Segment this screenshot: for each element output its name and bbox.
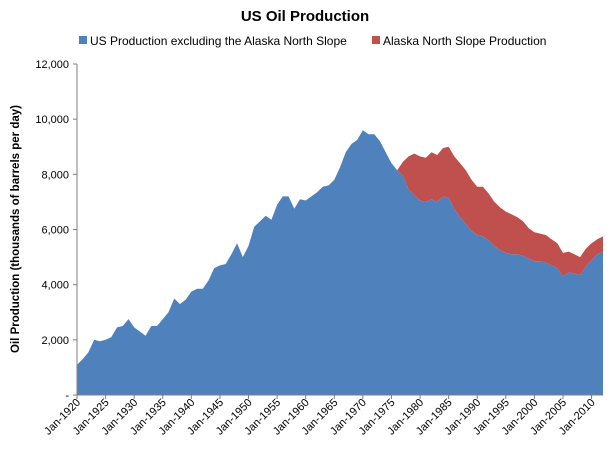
legend-label-alaska-north-slope: Alaska North Slope Production <box>383 34 546 48</box>
y-tick-label: 10,000 <box>35 114 69 126</box>
y-tick-label: 4,000 <box>41 280 69 292</box>
y-axis-title: Oil Production (thousands of barrels per… <box>10 105 22 353</box>
x-ticks: Jan-1920Jan-1925Jan-1930Jan-1935Jan-1940… <box>42 395 598 438</box>
plot-area: - 2,000 4,000 6,000 8,000 10,000 12,000 Jan-19… <box>35 59 603 438</box>
area-series-0 <box>77 130 603 395</box>
y-tick-label: 2,000 <box>41 335 69 347</box>
legend: US Production excluding the Alaska North… <box>79 34 546 48</box>
chart-title: US Oil Production <box>241 8 369 25</box>
area-series-1 <box>77 130 603 365</box>
y-tick-label: - <box>65 390 69 402</box>
y-tick-label: 8,000 <box>41 169 69 181</box>
legend-swatch-us-excluding-ans <box>79 36 87 44</box>
y-tick-label: 6,000 <box>41 225 69 237</box>
legend-swatch-alaska-north-slope <box>372 36 380 44</box>
y-tick-label: 12,000 <box>35 59 69 71</box>
legend-label-us-excluding-ans: US Production excluding the Alaska North… <box>90 34 347 48</box>
y-ticks: - 2,000 4,000 6,000 8,000 10,000 12,000 <box>35 59 77 402</box>
series-layer <box>77 130 603 395</box>
